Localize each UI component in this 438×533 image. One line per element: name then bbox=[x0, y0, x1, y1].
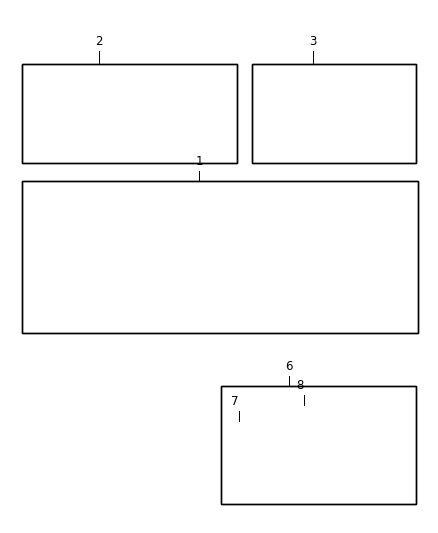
Polygon shape bbox=[329, 98, 348, 144]
Polygon shape bbox=[245, 249, 253, 264]
Circle shape bbox=[34, 238, 45, 252]
Polygon shape bbox=[83, 254, 90, 270]
Polygon shape bbox=[90, 254, 96, 270]
Circle shape bbox=[67, 257, 74, 265]
Circle shape bbox=[389, 266, 399, 279]
Polygon shape bbox=[367, 93, 385, 131]
Polygon shape bbox=[49, 125, 61, 135]
Polygon shape bbox=[267, 248, 275, 264]
Polygon shape bbox=[103, 255, 110, 269]
Polygon shape bbox=[275, 248, 282, 264]
Bar bbox=[221, 386, 416, 504]
Bar bbox=[252, 64, 416, 163]
Bar bbox=[221, 386, 416, 504]
Polygon shape bbox=[316, 99, 336, 148]
Text: 7: 7 bbox=[230, 395, 238, 408]
Circle shape bbox=[239, 461, 241, 464]
Circle shape bbox=[300, 405, 309, 416]
Circle shape bbox=[105, 258, 112, 266]
Circle shape bbox=[260, 93, 292, 131]
Polygon shape bbox=[260, 248, 267, 264]
Polygon shape bbox=[60, 128, 189, 151]
Text: 2: 2 bbox=[95, 35, 102, 48]
Circle shape bbox=[265, 98, 287, 126]
Circle shape bbox=[222, 209, 233, 222]
Text: 1: 1 bbox=[195, 155, 203, 168]
Circle shape bbox=[196, 241, 207, 254]
Polygon shape bbox=[253, 249, 260, 264]
Circle shape bbox=[197, 147, 202, 154]
Polygon shape bbox=[342, 96, 360, 140]
Circle shape bbox=[237, 458, 244, 466]
Polygon shape bbox=[70, 253, 77, 270]
Polygon shape bbox=[190, 144, 196, 155]
Circle shape bbox=[372, 442, 392, 466]
Bar bbox=[252, 64, 416, 163]
Bar bbox=[22, 64, 237, 163]
Circle shape bbox=[242, 254, 249, 262]
Polygon shape bbox=[379, 91, 397, 126]
Polygon shape bbox=[291, 103, 312, 157]
Bar bbox=[22, 181, 418, 333]
Circle shape bbox=[34, 118, 49, 138]
Polygon shape bbox=[354, 94, 373, 135]
Bar bbox=[22, 64, 237, 163]
Text: 6: 6 bbox=[285, 360, 293, 373]
Polygon shape bbox=[282, 247, 289, 264]
Text: 8: 8 bbox=[297, 379, 304, 392]
Polygon shape bbox=[304, 101, 324, 152]
Bar bbox=[110, 253, 245, 274]
Circle shape bbox=[286, 249, 293, 258]
Bar bbox=[22, 181, 418, 333]
Polygon shape bbox=[96, 254, 103, 269]
Circle shape bbox=[303, 408, 306, 413]
Polygon shape bbox=[396, 97, 403, 114]
Circle shape bbox=[37, 123, 46, 133]
Bar bbox=[136, 255, 219, 291]
Polygon shape bbox=[131, 138, 189, 151]
Circle shape bbox=[404, 100, 410, 107]
Text: 3: 3 bbox=[310, 35, 317, 48]
Polygon shape bbox=[77, 253, 83, 270]
Circle shape bbox=[376, 447, 388, 462]
